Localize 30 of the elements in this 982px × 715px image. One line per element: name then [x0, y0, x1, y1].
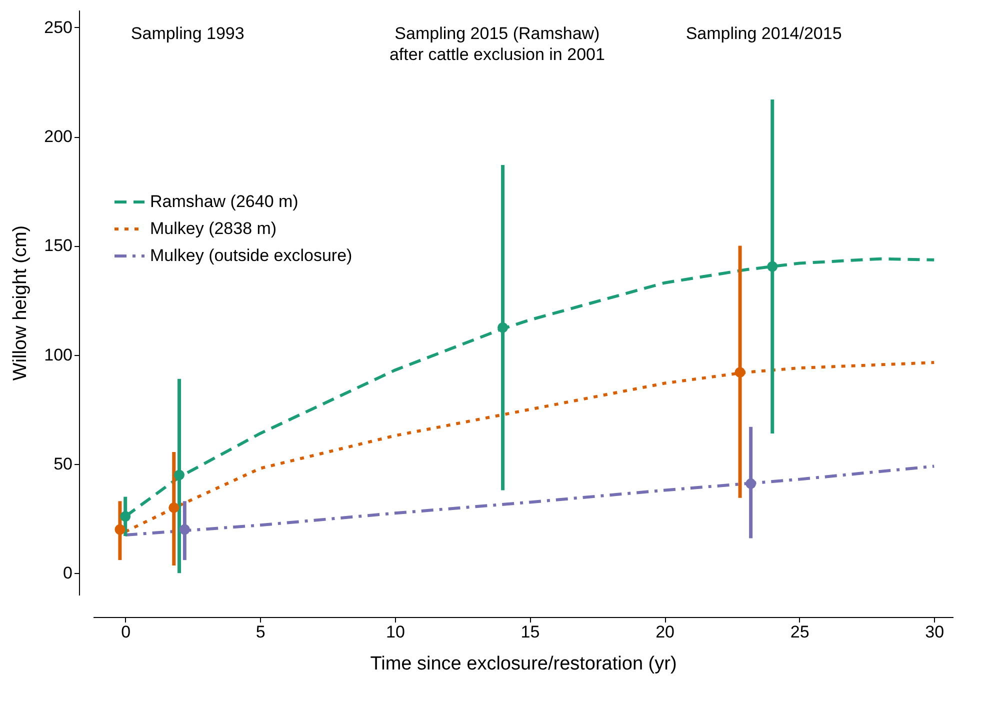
point [767, 261, 778, 272]
point [174, 470, 185, 480]
annotation: Sampling 1993 [130, 24, 244, 43]
x-tick-label: 20 [656, 622, 674, 642]
y-tick-label: 0 [63, 564, 72, 583]
point [114, 524, 126, 535]
point [168, 502, 180, 513]
y-tick-label: 200 [44, 127, 72, 146]
legend-label: Ramshaw (2640 m) [150, 192, 298, 211]
annotation: Sampling 2015 (Ramshaw) after cattle exclusion in 2001 [389, 24, 605, 64]
y-tick-label: 150 [44, 236, 72, 256]
y-tick-label: 250 [44, 18, 72, 37]
legend-label: Mulkey (outside exclosure) [150, 246, 352, 265]
point [120, 511, 131, 522]
y-tick-label: 50 [54, 454, 72, 474]
point [746, 478, 756, 489]
x-tick-label: 15 [520, 622, 540, 642]
point [179, 524, 190, 535]
x-tick-label: 30 [925, 622, 944, 642]
x-tick-label: 25 [790, 622, 810, 642]
y-axis-title: Willow height (cm) [10, 225, 32, 381]
legend-label: Mulkey (2838 m) [150, 219, 277, 238]
point [734, 367, 746, 378]
annotation: Sampling 2014/2015 [686, 24, 842, 43]
x-axis-title: Time since exclosure/restoration (yr) [370, 654, 677, 674]
x-tick-label: 0 [121, 622, 131, 642]
x-tick-label: 10 [386, 622, 405, 642]
x-tick-label: 5 [256, 622, 266, 642]
y-tick-label: 100 [44, 345, 72, 364]
point [498, 322, 508, 333]
